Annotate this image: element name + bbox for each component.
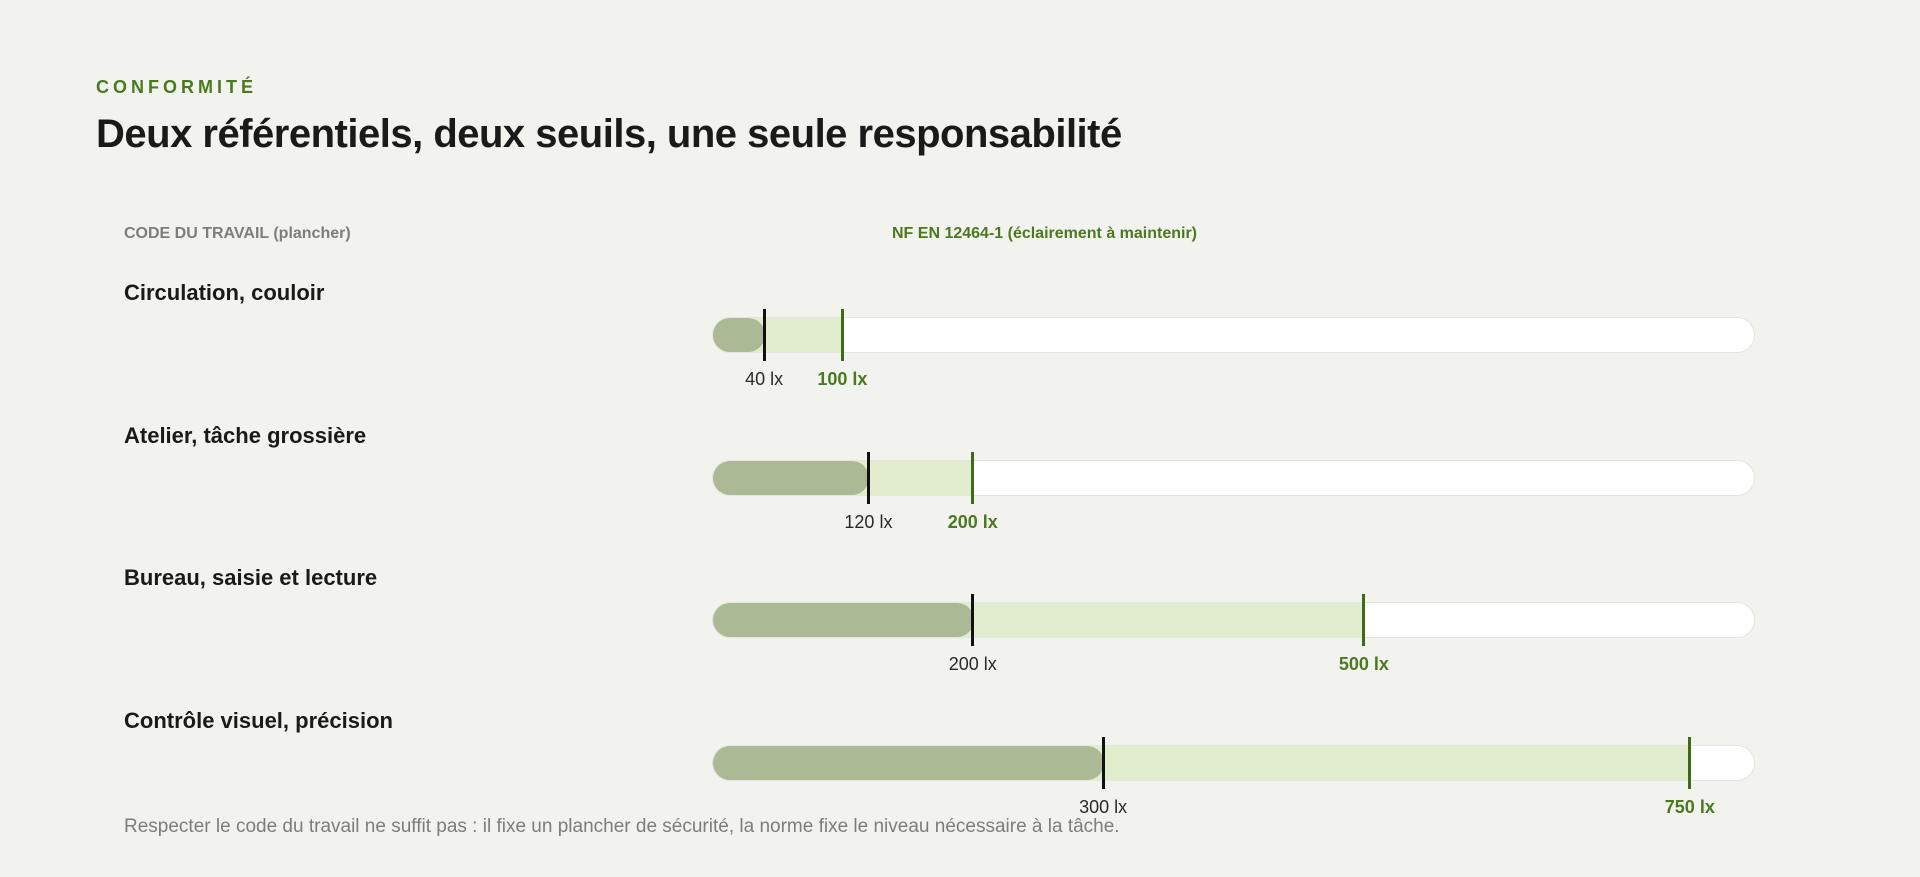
code-value-label: 300 lx — [1079, 796, 1128, 817]
code-bar — [713, 603, 974, 637]
section-eyebrow: CONFORMITÉ — [96, 77, 257, 97]
norm-value-label: 200 lx — [947, 511, 998, 532]
code-bar — [713, 745, 1105, 780]
code-threshold-marker — [866, 451, 870, 504]
legend-code-du-travail: CODE DU TRAVAIL (plancher) — [124, 225, 351, 242]
code-value-label: 200 lx — [948, 654, 997, 674]
norm-threshold-marker — [840, 309, 844, 361]
norm-value-label: 500 lx — [1338, 654, 1389, 674]
row-label: Contrôle visuel, précision — [124, 707, 393, 733]
code-value-label: 40 lx — [745, 369, 784, 389]
norm-value-label: 100 lx — [817, 369, 868, 389]
code-threshold-marker — [1101, 736, 1105, 789]
code-threshold-marker — [971, 594, 975, 646]
threshold-track — [712, 459, 1755, 496]
row-label: Bureau, saisie et lecture — [124, 565, 378, 590]
code-bar — [713, 318, 766, 352]
footnote: Respecter le code du travail ne suffit p… — [124, 816, 1120, 837]
norm-threshold-marker — [1688, 736, 1692, 789]
row-label: Circulation, couloir — [124, 280, 325, 305]
code-value-label: 120 lx — [844, 511, 893, 532]
threshold-track — [712, 602, 1755, 638]
row-label: Atelier, tâche grossière — [124, 422, 367, 448]
norm-threshold-marker — [1362, 594, 1366, 646]
code-threshold-marker — [762, 309, 766, 361]
norm-threshold-marker — [971, 451, 975, 504]
page-title: Deux référentiels, deux seuils, une seul… — [96, 112, 1122, 156]
code-bar — [713, 460, 870, 495]
legend-nf-en-12464: NF EN 12464-1 (éclairement à maintenir) — [892, 225, 1198, 242]
norm-value-label: 750 lx — [1664, 796, 1715, 817]
threshold-track — [712, 317, 1755, 353]
threshold-track — [712, 744, 1755, 781]
